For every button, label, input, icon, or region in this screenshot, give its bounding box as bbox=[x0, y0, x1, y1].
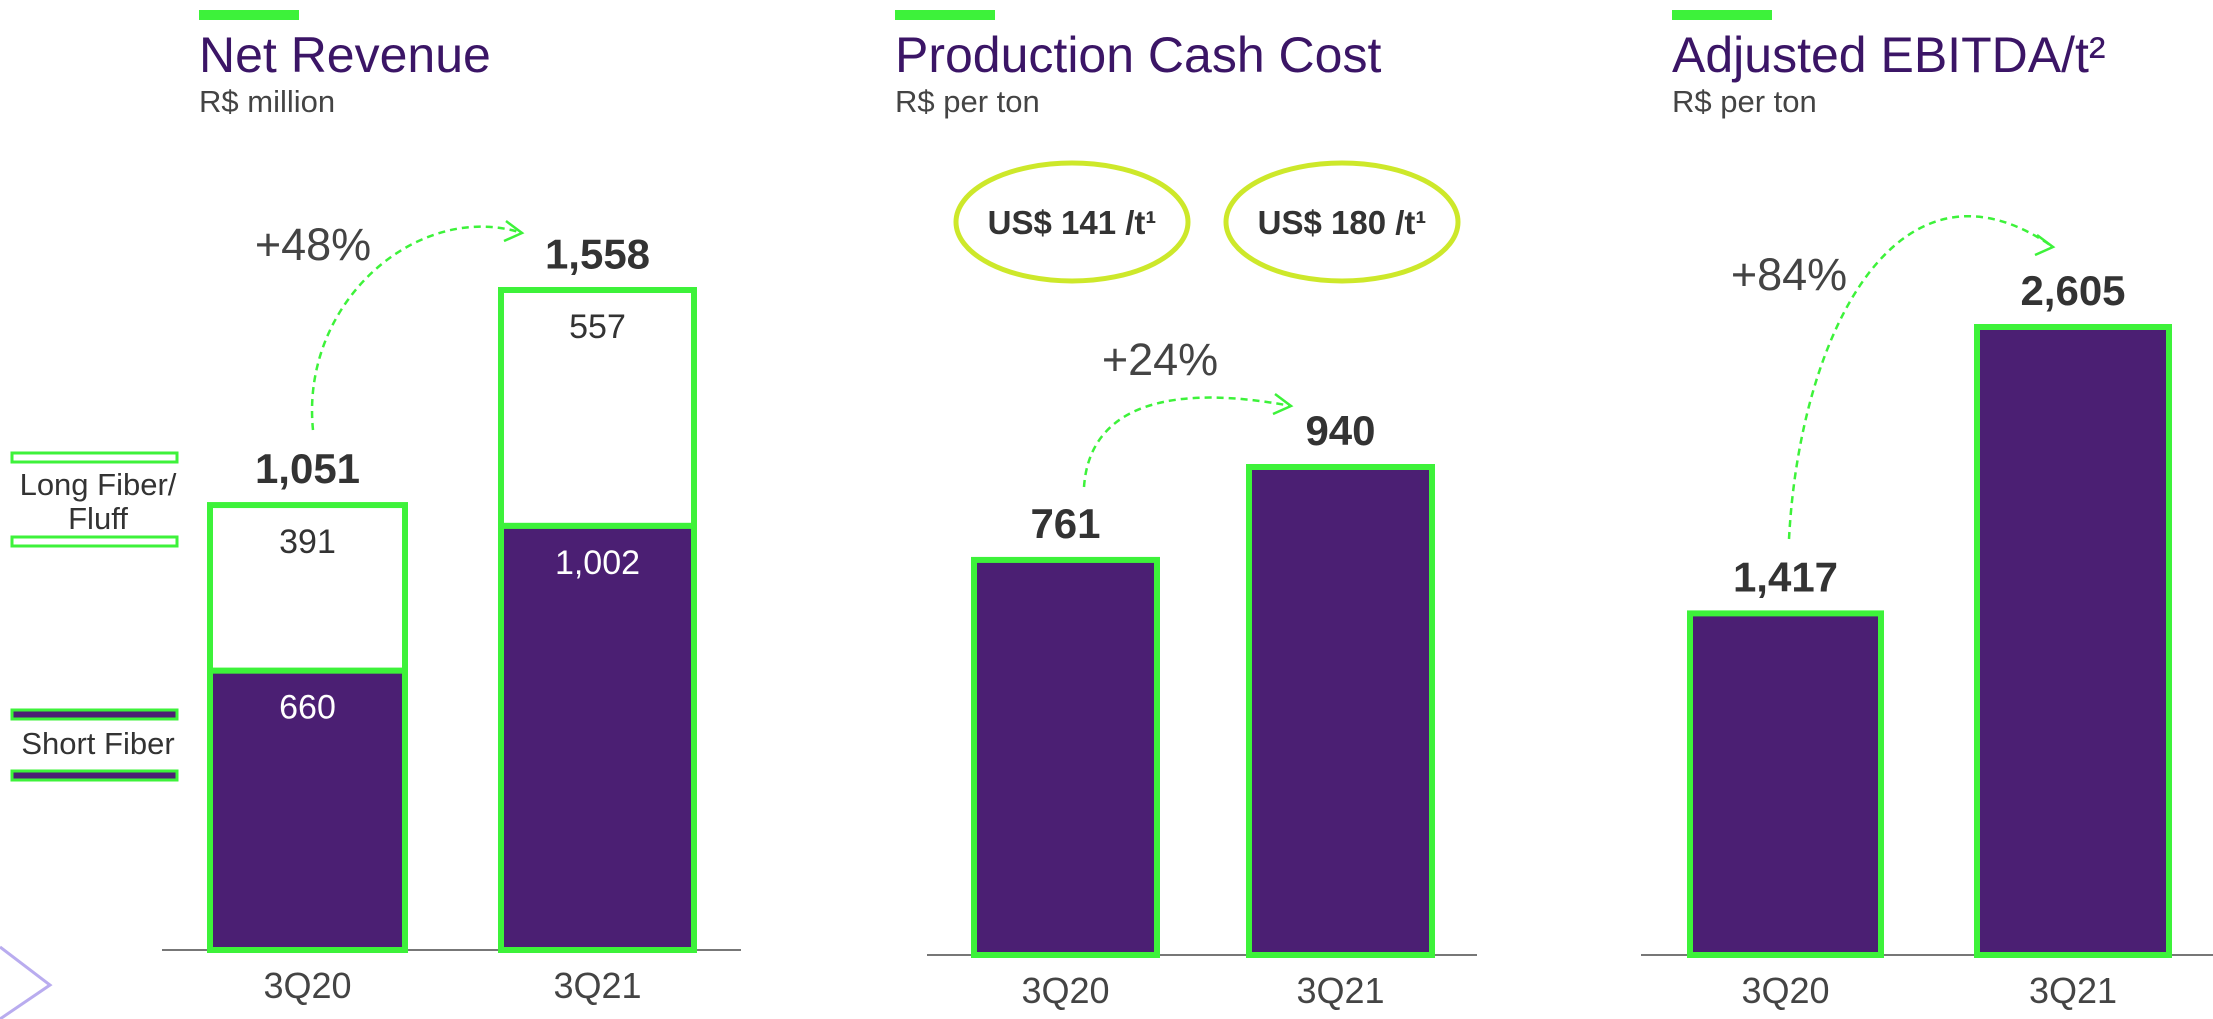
chart-subtitle: R$ per ton bbox=[1672, 84, 1817, 119]
title-accent bbox=[895, 10, 995, 20]
value-label: 940 bbox=[1305, 407, 1375, 454]
segment-label: 660 bbox=[279, 689, 336, 727]
legend-label: Short Fiber bbox=[21, 726, 174, 761]
value-label: 2,605 bbox=[2020, 267, 2125, 314]
callout-ellipse bbox=[1223, 160, 1461, 284]
growth-annotation: +24% bbox=[1102, 334, 1218, 385]
segment-label: 391 bbox=[279, 523, 336, 561]
bar-segment bbox=[207, 667, 408, 954]
arrow-head bbox=[503, 220, 525, 243]
segment-label: 557 bbox=[569, 308, 626, 346]
bar bbox=[1246, 464, 1435, 958]
bar-segment bbox=[498, 522, 697, 953]
growth-arrow bbox=[310, 225, 523, 431]
x-tick-label: 3Q20 bbox=[263, 965, 351, 1006]
callout-ellipse bbox=[953, 160, 1191, 284]
bar bbox=[1974, 324, 2172, 958]
legend-swatch bbox=[10, 708, 179, 721]
growth-arrow bbox=[1787, 214, 2054, 540]
callout-text: US$ 141 /t¹ bbox=[988, 204, 1157, 241]
title-accent bbox=[199, 10, 299, 20]
chart-title: Production Cash Cost bbox=[895, 27, 1381, 83]
value-label: 1,417 bbox=[1733, 553, 1838, 600]
bar-segment bbox=[498, 287, 697, 529]
chart-title: Net Revenue bbox=[199, 27, 491, 83]
growth-annotation: +48% bbox=[255, 219, 371, 270]
chart-subtitle: R$ million bbox=[199, 84, 335, 119]
callout-text: US$ 180 /t¹ bbox=[1258, 204, 1427, 241]
value-label: 761 bbox=[1030, 500, 1100, 547]
title-accent bbox=[1672, 10, 1772, 20]
total-label: 1,051 bbox=[255, 445, 360, 492]
arrow-head bbox=[1272, 393, 1294, 416]
growth-arrow bbox=[1082, 396, 1292, 488]
chart-title: Adjusted EBITDA/t² bbox=[1672, 27, 2106, 83]
bar bbox=[1687, 610, 1884, 958]
legend-label: Long Fiber/Fluff bbox=[20, 467, 177, 536]
x-tick-label: 3Q20 bbox=[1741, 970, 1829, 1011]
legend-swatch bbox=[10, 769, 179, 782]
bar bbox=[971, 556, 1160, 958]
total-label: 1,558 bbox=[545, 230, 650, 277]
legend-swatch bbox=[10, 451, 179, 464]
segment-label: 1,002 bbox=[555, 544, 640, 582]
bar-segment bbox=[207, 502, 408, 674]
chart-subtitle: R$ per ton bbox=[895, 84, 1040, 119]
legend-swatch bbox=[10, 535, 179, 548]
x-tick-label: 3Q20 bbox=[1021, 970, 1109, 1011]
x-tick-label: 3Q21 bbox=[1296, 970, 1384, 1011]
growth-annotation: +84% bbox=[1731, 249, 1847, 300]
x-tick-label: 3Q21 bbox=[553, 965, 641, 1006]
decoration bbox=[0, 945, 53, 1019]
arrow-head bbox=[2034, 234, 2056, 257]
x-tick-label: 3Q21 bbox=[2029, 970, 2117, 1011]
